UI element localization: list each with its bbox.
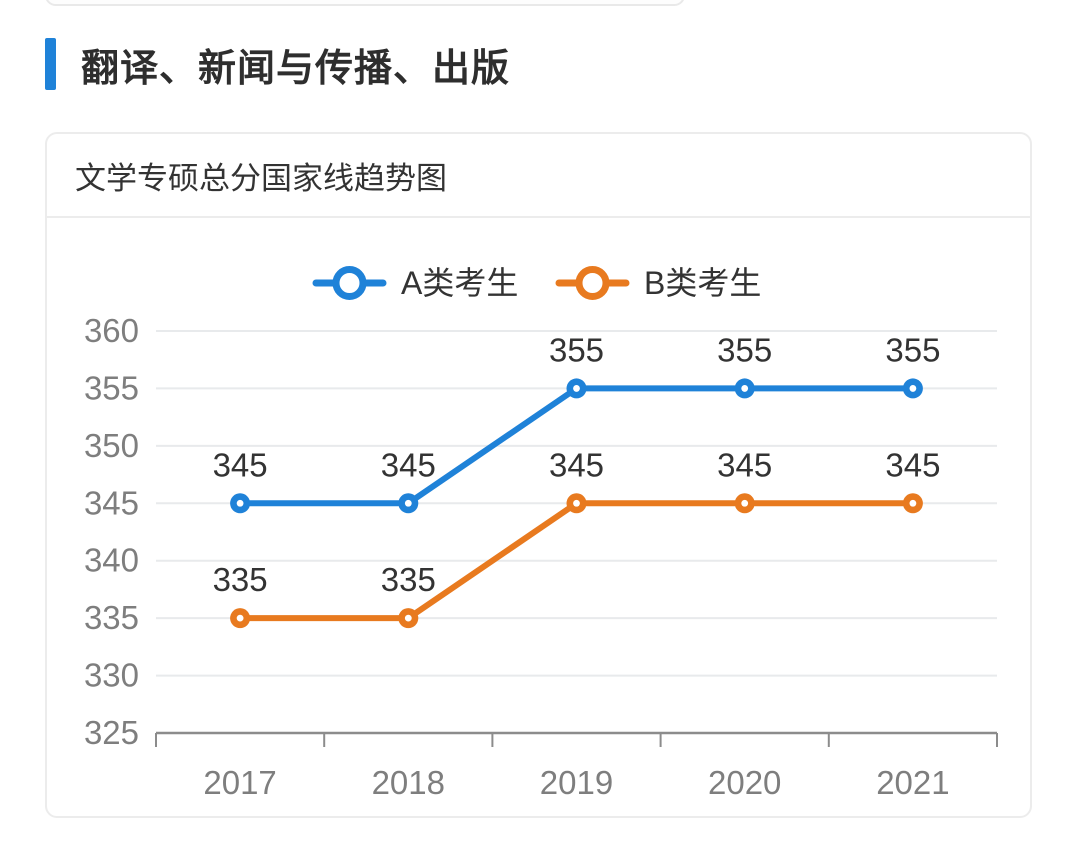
data-label: 345 (885, 446, 940, 483)
data-label: 355 (717, 331, 772, 368)
legend-label: A类考生 (401, 265, 518, 301)
y-axis-label: 350 (84, 427, 139, 464)
y-axis-label: 330 (84, 657, 139, 694)
chart-card-title: 文学专硕总分国家线趋势图 (75, 160, 447, 196)
data-label: 335 (213, 561, 268, 598)
legend: A类考生 B类考生 (312, 265, 761, 301)
section-accent-bar (45, 38, 56, 90)
y-axis-label: 325 (84, 714, 139, 751)
marker-center (404, 614, 412, 622)
marker-center (573, 385, 580, 392)
marker-center (741, 385, 749, 392)
legend-circle-icon (575, 266, 610, 300)
data-label: 345 (213, 446, 268, 483)
legend-circle-icon (332, 266, 367, 300)
y-axis-label: 355 (84, 369, 139, 406)
x-axis-label: 2018 (372, 764, 445, 801)
chart-card: 文学专硕总分国家线趋势图 325 330 335 340 345 350 355 360 201… (45, 132, 1032, 818)
data-label: 355 (885, 331, 940, 368)
x-axis (155, 731, 998, 747)
x-axis-labels: 2017 2018 2019 2020 2021 (203, 764, 949, 801)
y-axis-label: 335 (84, 599, 139, 636)
legend-item-A类考生[interactable]: A类考生 (312, 265, 518, 301)
series-B类考生: 335 335 345 345 345 (213, 446, 940, 629)
legend-item-B类考生[interactable]: B类考生 (555, 265, 761, 301)
marker-center (236, 614, 244, 622)
marker-center (236, 499, 244, 507)
marker-center (909, 499, 917, 507)
data-label: 345 (549, 446, 604, 483)
section-title: 翻译、新闻与传播、出版 (81, 47, 511, 90)
series-A类考生: 345 345 355 355 355 (213, 331, 940, 514)
data-label: 345 (381, 446, 436, 483)
data-label: 355 (549, 331, 604, 368)
marker-center (404, 499, 412, 507)
y-axis-labels: 325 330 335 340 345 350 355 360 (84, 312, 139, 751)
data-label: 345 (717, 446, 772, 483)
marker-center (573, 499, 580, 507)
y-axis-label: 360 (84, 312, 139, 349)
marker-center (741, 499, 749, 507)
section-header: 翻译、新闻与传播、出版 (45, 36, 510, 92)
data-label: 335 (381, 561, 436, 598)
trend-chart: 325 330 335 340 345 350 355 360 2017 2018 2019 2020… (84, 265, 998, 801)
x-axis-label: 2017 (203, 764, 276, 801)
x-axis-label: 2021 (876, 764, 949, 801)
y-axis-label: 340 (84, 542, 139, 579)
x-axis-label: 2020 (708, 764, 781, 801)
x-axis-label: 2019 (540, 764, 613, 801)
previous-card-bottom-edge (45, 0, 685, 6)
chart-card-header: 文学专硕总分国家线趋势图 (47, 134, 1030, 218)
y-axis-label: 345 (84, 484, 139, 521)
legend-label: B类考生 (644, 265, 761, 301)
marker-center (909, 385, 917, 392)
